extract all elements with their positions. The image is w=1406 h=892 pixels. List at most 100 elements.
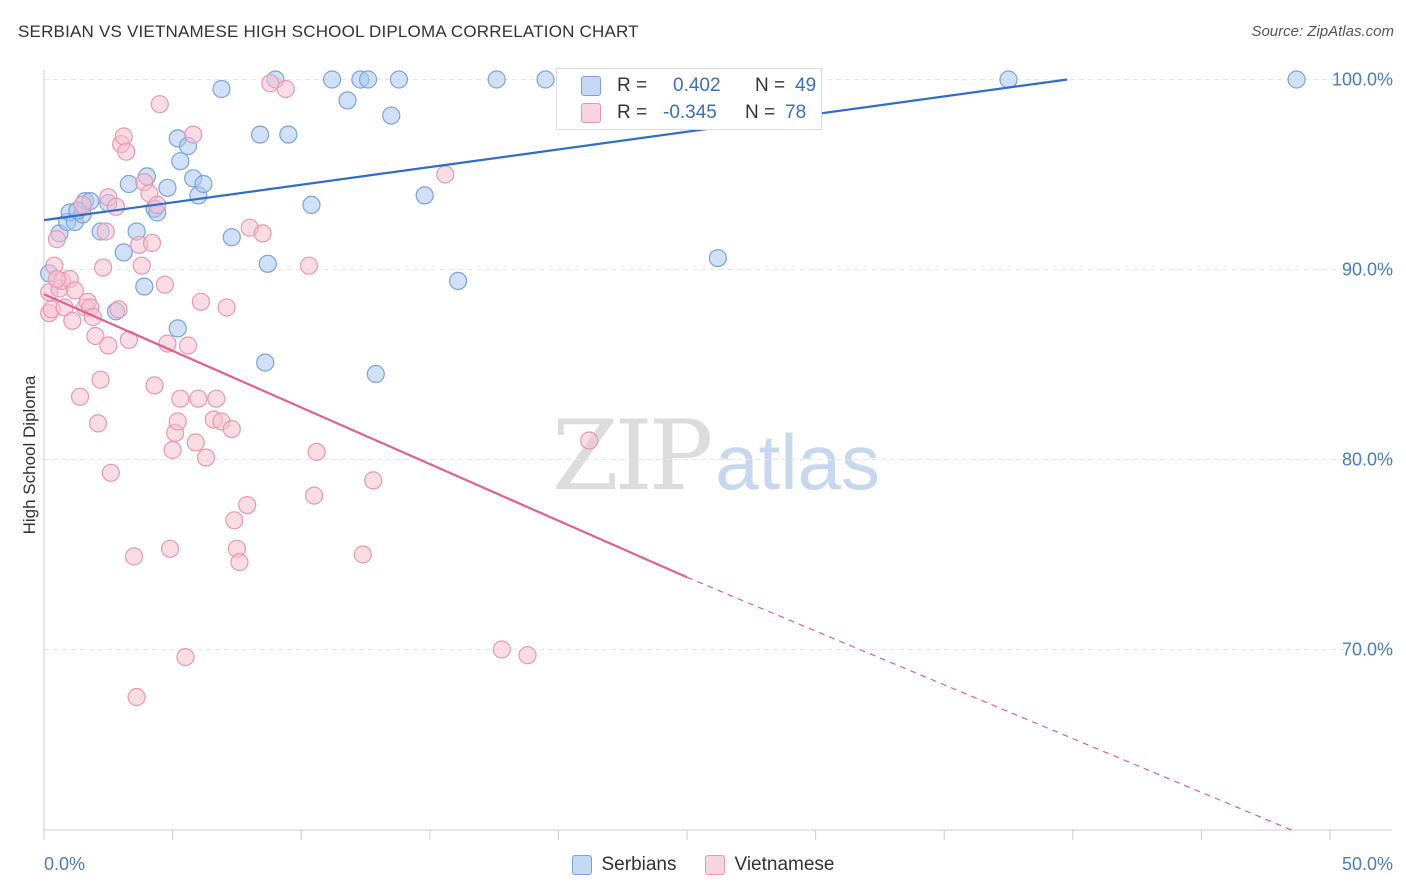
vietnamese-trend-line — [43, 293, 688, 579]
serbians-point — [448, 271, 468, 290]
vietnamese-point — [114, 127, 133, 146]
serbians-point — [358, 70, 378, 89]
serbians-point — [258, 254, 277, 273]
vietnamese-point — [70, 387, 90, 406]
r-label: R = — [617, 102, 648, 123]
n-label: N = — [755, 75, 786, 96]
vietnamese-point — [225, 511, 244, 530]
serbians-point — [1287, 70, 1306, 89]
watermark: ZIPatlas — [552, 400, 880, 512]
correlation-legend: R = 0.402 N = 49 R = -0.345 N = 78 — [556, 68, 822, 130]
vietnamese-point — [132, 256, 151, 275]
vietnamese-point — [191, 292, 210, 311]
chart-source: Source: ZipAtlas.com — [1251, 23, 1394, 40]
n-value: 78 — [785, 102, 807, 123]
vietnamese-point — [276, 79, 295, 99]
serbians-point — [536, 70, 555, 89]
vietnamese-point — [99, 336, 118, 355]
vietnamese-point — [230, 552, 249, 572]
serbians-point — [415, 186, 434, 205]
vietnamese-point — [518, 646, 537, 665]
serbians-point — [222, 228, 241, 247]
series-legend: Serbians Vietnamese — [0, 852, 1406, 878]
n-value: 49 — [795, 75, 817, 96]
vietnamese-point — [304, 486, 324, 505]
vietnamese-point — [176, 647, 195, 667]
vietnamese-point — [353, 545, 373, 564]
y-tick-label: 70.0% — [1342, 640, 1393, 660]
vietnamese-point — [163, 440, 182, 460]
vietnamese-point — [106, 197, 126, 216]
vietnamese-point — [124, 547, 144, 566]
serbians-point — [168, 319, 187, 338]
vietnamese-point — [436, 165, 455, 184]
vietnamese-point — [580, 431, 599, 450]
vietnamese-point — [492, 640, 511, 659]
serbians-point — [171, 152, 190, 171]
vietnamese-swatch — [704, 855, 725, 875]
x-tick-label: 0.0% — [44, 854, 85, 874]
serbians-point — [194, 174, 213, 194]
vietnamese-point — [109, 300, 128, 319]
serbians-point — [382, 106, 401, 125]
serbians-point — [302, 195, 321, 214]
legend-item-serbians[interactable]: Serbians — [571, 854, 677, 876]
serbians-trend-line — [43, 78, 1068, 222]
legend-item-vietnamese[interactable]: Vietnamese — [704, 854, 835, 876]
chart-title: SERBIAN VS VIETNAMESE HIGH SCHOOL DIPLOM… — [18, 22, 639, 41]
serbians-point — [158, 178, 177, 197]
legend-row-vietnamese: R = -0.345 N = 78 — [557, 100, 806, 126]
vietnamese-point — [73, 195, 92, 214]
vietnamese-swatch — [581, 103, 601, 123]
vietnamese-point — [83, 307, 102, 327]
vietnamese-point — [168, 412, 187, 431]
vietnamese-point — [364, 471, 383, 490]
vietnamese-point — [145, 376, 164, 395]
serbians-point — [135, 277, 154, 296]
vietnamese-point — [207, 389, 226, 408]
serbians-point — [279, 125, 298, 144]
vietnamese-point — [142, 233, 162, 252]
vietnamese-point — [65, 281, 84, 300]
vietnamese-point — [91, 370, 110, 389]
vietnamese-point — [86, 326, 105, 346]
n-label: N = — [745, 102, 776, 123]
vietnamese-point — [178, 336, 198, 355]
serbians-point — [366, 364, 385, 384]
vietnamese-point — [222, 420, 241, 439]
vietnamese-point — [160, 539, 180, 558]
serbians-point — [212, 79, 231, 99]
serbians-point — [250, 125, 270, 144]
legend-row-serbians: R = 0.402 N = 49 — [557, 73, 816, 99]
vietnamese-point — [94, 258, 113, 277]
vietnamese-point — [117, 142, 136, 161]
vietnamese-point — [238, 496, 257, 515]
serbians-swatch — [571, 855, 592, 875]
vietnamese-point — [150, 95, 169, 114]
serbians-point — [114, 243, 133, 262]
serbians-point — [389, 70, 409, 89]
x-tick-label: 50.0% — [1342, 854, 1393, 874]
r-value: -0.345 — [663, 102, 717, 123]
watermark-atlas: atlas — [715, 418, 880, 506]
vietnamese-point — [47, 230, 66, 249]
vietnamese-point — [101, 463, 120, 482]
serbians-point — [338, 91, 357, 110]
vietnamese-point — [253, 224, 272, 243]
vietnamese-point — [88, 414, 108, 433]
serbians-point — [999, 70, 1018, 89]
watermark-zip: ZIP — [552, 400, 713, 512]
legend-label-serbians: Serbians — [601, 854, 677, 875]
vietnamese-point — [186, 433, 205, 452]
y-tick-label: 80.0% — [1342, 450, 1393, 470]
y-tick-label: 90.0% — [1342, 260, 1393, 280]
r-label: R = — [617, 75, 648, 96]
serbians-point — [487, 70, 506, 89]
serbians-point — [322, 70, 342, 89]
vietnamese-point — [155, 275, 174, 294]
vietnamese-point — [299, 256, 319, 275]
serbians-point — [119, 174, 138, 194]
vietnamese-point — [217, 298, 236, 317]
serbians-swatch — [581, 76, 601, 96]
